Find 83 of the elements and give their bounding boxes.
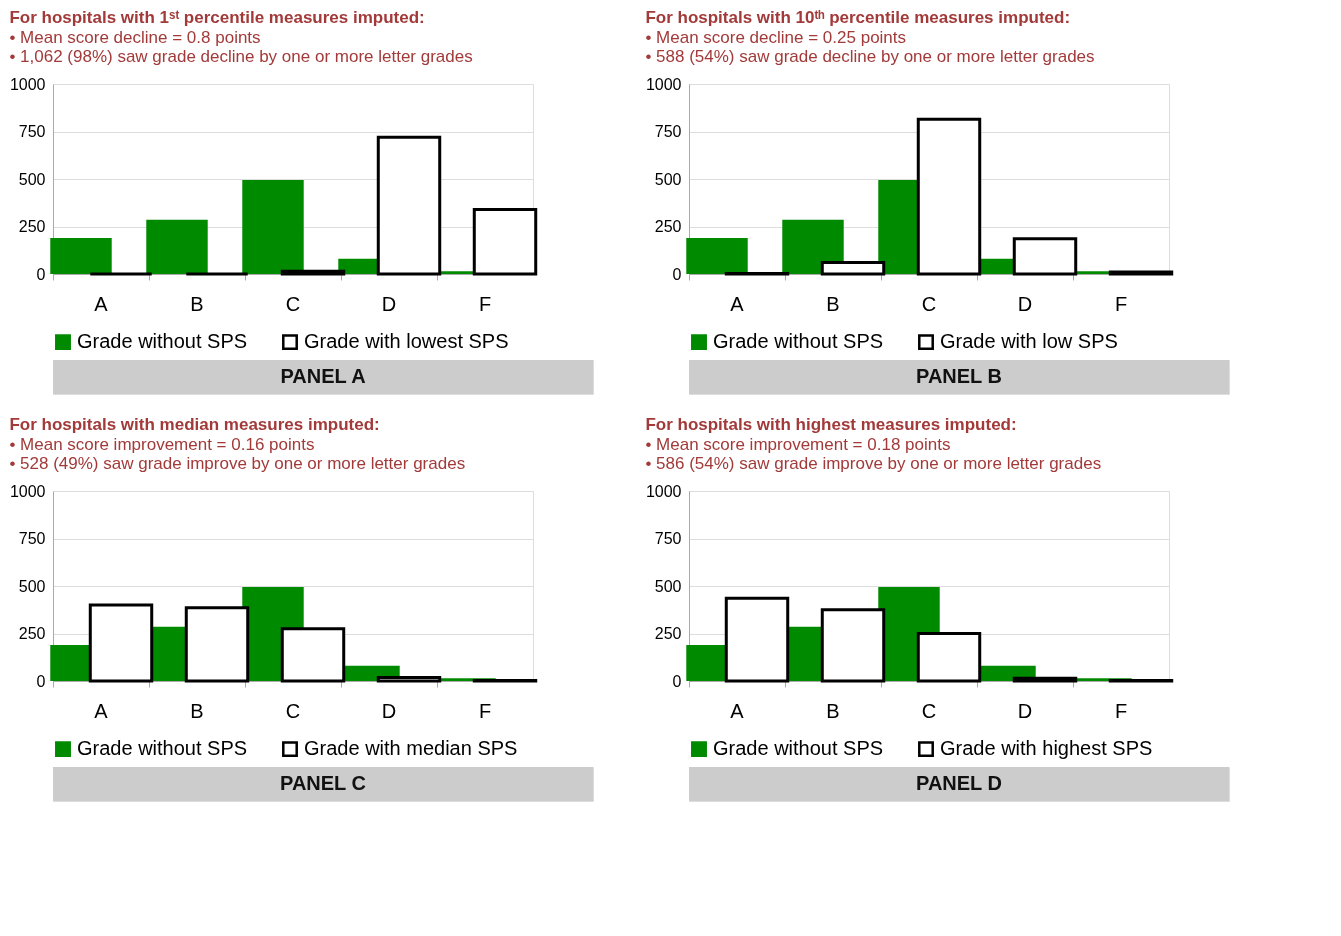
text: • 1,062 (98%) saw grade decline by one or more letter grades [9, 47, 473, 66]
legend-label: Grade with highest SPS [940, 737, 1153, 760]
bar [724, 596, 790, 683]
chart-title: For hospitals with median measures imputed: [9, 415, 380, 434]
bar [280, 627, 346, 683]
y-tick-label: 0 [672, 265, 682, 283]
bar [1012, 237, 1078, 276]
bar [50, 237, 112, 274]
x-tick-label: A [94, 699, 109, 722]
text: • Mean score decline = 0.25 points [645, 28, 907, 47]
y-tick-label: 750 [18, 123, 46, 140]
x-tick-label: F [478, 292, 492, 315]
bar [184, 606, 250, 683]
y-tick-label: 500 [654, 577, 682, 595]
y-tick-label: 500 [18, 577, 46, 595]
y-tick-label: 750 [654, 530, 682, 547]
bar [146, 219, 208, 274]
x-tick-label: F [1114, 699, 1128, 722]
x-tick-label: D [1017, 699, 1033, 722]
y-tick-label: 250 [654, 218, 682, 235]
text: • Mean score improvement = 0.18 points [645, 435, 951, 454]
text: PANEL C [280, 772, 366, 794]
y-tick-label: 0 [36, 672, 46, 690]
chart-title: For hospitals with highest measures imputed: [645, 415, 1017, 434]
text: • Mean score improvement = 0.16 points [9, 435, 315, 454]
bar [686, 237, 748, 274]
y-tick-label: 0 [672, 672, 682, 690]
legend-label: Grade with lowest SPS [304, 330, 509, 353]
text: • 528 (49%) saw grade improve by one or more letter grades [9, 454, 466, 473]
x-tick-label: F [478, 699, 492, 722]
x-tick-label: B [190, 699, 204, 722]
bar [88, 603, 154, 683]
x-tick-label: B [826, 699, 840, 722]
bar [820, 261, 886, 276]
y-tick-label: 1000 [645, 75, 682, 93]
bar [242, 179, 304, 274]
y-tick-label: 750 [18, 530, 46, 547]
legend-label: Grade with low SPS [940, 330, 1118, 353]
x-tick-label: A [730, 699, 745, 722]
x-tick-label: D [381, 292, 397, 315]
x-tick-label: C [921, 292, 937, 315]
text: • 588 (54%) saw grade decline by one or more letter grades [645, 47, 1095, 66]
x-tick-label: C [285, 699, 301, 722]
y-tick-label: 1000 [645, 482, 682, 500]
bar [472, 207, 538, 276]
bar [782, 219, 844, 274]
x-tick-label: A [730, 292, 745, 315]
bar [916, 117, 982, 276]
x-tick-label: A [94, 292, 109, 315]
bar [1012, 676, 1078, 683]
chart-title: For hospitals with 1ˢᵗ percentile measures imputed: [9, 8, 425, 27]
bar [376, 135, 442, 276]
text: PANEL B [916, 365, 1002, 387]
legend-label: Grade without SPS [713, 737, 884, 760]
y-tick-label: 250 [18, 625, 46, 642]
chart-title: For hospitals with 10ᵗʰ percentile measures imputed: [645, 8, 1071, 27]
x-tick-label: F [1114, 292, 1128, 315]
y-tick-label: 250 [654, 625, 682, 642]
x-tick-label: C [921, 699, 937, 722]
y-tick-label: 0 [36, 265, 46, 283]
y-tick-label: 500 [18, 170, 46, 188]
y-tick-label: 500 [654, 170, 682, 188]
legend-label: Grade without SPS [77, 737, 248, 760]
y-tick-label: 1000 [9, 75, 46, 93]
bar [916, 632, 982, 683]
y-tick-label: 750 [654, 123, 682, 140]
x-tick-label: B [190, 292, 204, 315]
y-tick-label: 1000 [9, 482, 46, 500]
bar [280, 269, 346, 276]
x-tick-label: B [826, 292, 840, 315]
x-tick-label: C [285, 292, 301, 315]
bar [376, 676, 442, 683]
text: • 586 (54%) saw grade improve by one or more letter grades [645, 454, 1102, 473]
legend-label: Grade without SPS [713, 330, 884, 353]
legend-label: Grade without SPS [77, 330, 248, 353]
y-tick-label: 250 [18, 218, 46, 235]
text: PANEL A [280, 365, 366, 387]
text: • Mean score decline = 0.8 points [9, 28, 261, 47]
bar [820, 608, 886, 683]
legend-label: Grade with median SPS [304, 737, 518, 760]
x-tick-label: D [381, 699, 397, 722]
x-tick-label: D [1017, 292, 1033, 315]
text: PANEL D [916, 772, 1002, 794]
